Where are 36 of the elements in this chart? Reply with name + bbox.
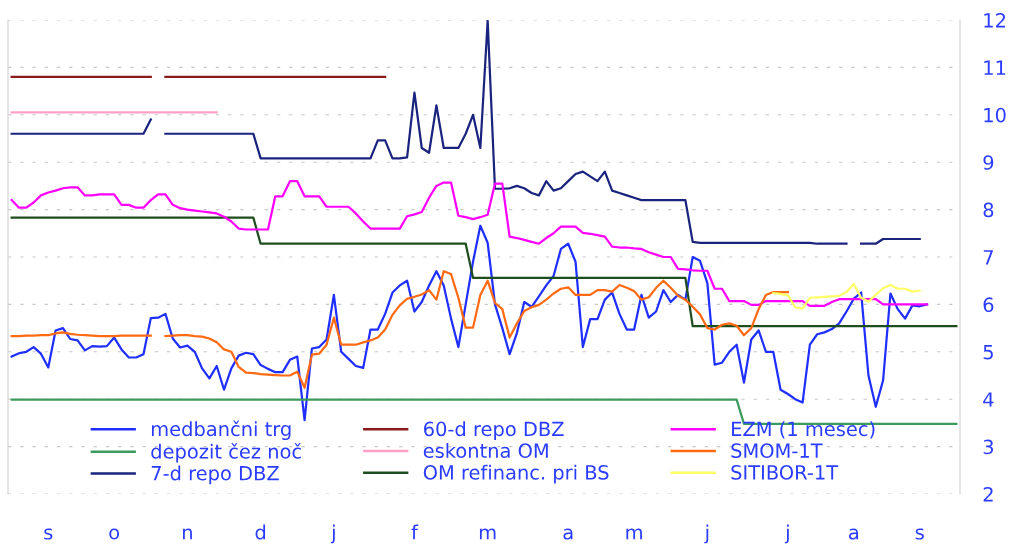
x-tick-label: j [330, 524, 335, 544]
legend-label: eskontna OM [423, 442, 548, 458]
x-tick-label: m [626, 528, 642, 540]
y-tick-label: 3 [983, 439, 994, 455]
y-tick-label: 11 [984, 60, 1006, 75]
line-series [772, 282, 921, 310]
x-tick-label: f [411, 524, 419, 540]
x-tick-label: m [479, 528, 496, 540]
legend-label: 60-d repo DBZ [424, 421, 564, 441]
legend-label: EZM (1 mesec) [732, 421, 875, 439]
x-tick-label: n [183, 528, 192, 540]
y-tick-label: 12 [984, 12, 1006, 28]
x-tick-label: s [44, 528, 53, 540]
legend-label: 7-d repo DBZ [151, 465, 279, 485]
y-tick-label: 2 [983, 486, 993, 502]
legend-label: depozit čez noč [151, 442, 301, 463]
line-series [10, 216, 958, 328]
x-tick-label: s [915, 528, 924, 540]
line-series [10, 180, 929, 307]
y-tick-label: 5 [983, 345, 993, 360]
legend-label: OM refinanc. pri BS [423, 464, 609, 484]
legend-label: SITIBOR-1T [731, 465, 839, 480]
y-tick-label: 9 [983, 155, 994, 170]
x-tick-label: a [849, 528, 859, 540]
y-tick-label: 4 [983, 392, 994, 407]
x-tick-label: j [704, 524, 709, 544]
legend-label: medbančni trg [151, 420, 291, 441]
y-tick-label: 7 [983, 250, 993, 265]
y-tick-label: 8 [983, 202, 994, 218]
x-tick-label: o [109, 528, 120, 540]
x-tick-label: j [784, 524, 789, 544]
x-tick-label: a [563, 528, 573, 540]
legend-label: SMOM-1T [731, 443, 823, 458]
x-tick-label: d [255, 524, 266, 540]
y-tick-label: 10 [984, 107, 1006, 123]
y-tick-label: 6 [983, 297, 994, 313]
